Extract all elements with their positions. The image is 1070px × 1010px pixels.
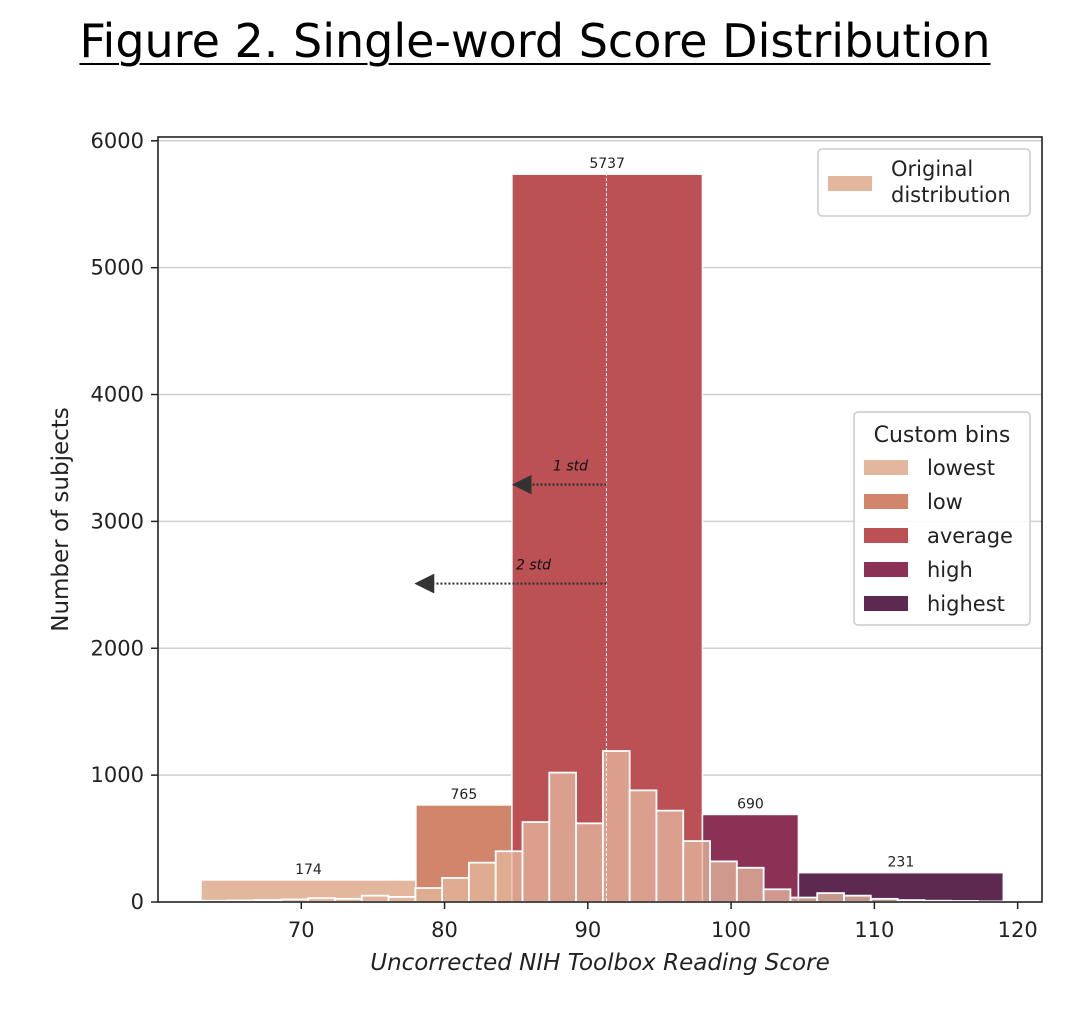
x-tick-label: 90 [574,918,601,942]
original-bar [575,822,604,903]
y-tick-label: 3000 [91,509,144,533]
legend-label-original-2: distribution [891,183,1011,207]
legend-title: Custom bins [874,423,1011,448]
legend-custom-bins: Custom bins lowest low average high highest [853,411,1031,626]
plot-frame [157,136,1043,903]
y-tick-label: 6000 [91,129,144,153]
y-tick-label: 5000 [91,256,144,280]
bar-label-high: 690 [737,796,764,812]
bar-label-low: 765 [451,787,478,803]
legend-swatch-original [828,176,872,191]
x-tick-label: 100 [711,918,751,942]
original-bar [360,894,390,903]
y-tick-label: 4000 [91,383,144,407]
legend-frame [817,148,1031,217]
original-bar [682,840,711,903]
legend-label-lowest: lowest [927,456,995,480]
original-bar [468,861,497,903]
original-bar [548,771,577,903]
legend-swatch-low [864,494,908,509]
x-tick-label: 110 [854,918,894,942]
bar-label-lowest: 174 [295,862,322,878]
original-bar [709,860,738,903]
x-axis-label: Uncorrected NIH Toolbox Reading Score [370,950,829,976]
overlays: 174 765 5737 690 231 1 std 2 std [295,156,914,902]
y-axis-label: Number of subjects [48,407,74,632]
original-bar [441,876,470,903]
original-bar [762,888,792,903]
original-bar [843,894,872,903]
std-label: 1 std [553,459,588,475]
original-bar [735,866,765,903]
x-tick-label: 70 [288,918,315,942]
figure-title: Figure 2. Single-word Score Distribution [79,14,991,68]
y-tick-label: 0 [131,890,144,914]
original-bar [494,850,524,903]
original-bar [521,821,551,903]
original-bar [628,789,658,903]
legend-swatch-highest [864,596,908,611]
y-tick-label: 1000 [91,763,144,787]
bar-label-highest: 231 [888,855,915,871]
legend-label-low: low [927,490,963,514]
original-bar [601,750,631,903]
axes: 70 80 90 100 110 120 0 1000 2000 3000 4000 5000 6000 [91,129,1038,942]
legend-label-high: high [927,558,973,582]
legend-swatch-lowest [864,460,908,475]
y-tick-label: 2000 [91,636,144,660]
x-tick-label: 80 [431,918,458,942]
original-distribution [200,750,1006,903]
legend-swatch-average [864,528,908,543]
x-tick-label: 120 [998,918,1038,942]
original-bar [816,892,845,903]
bar-label-average: 5737 [589,156,625,172]
legend-swatch-high [864,562,908,577]
original-bar [655,809,685,903]
original-bar [414,887,444,903]
legend-label-highest: highest [927,592,1005,616]
std-label: 2 std [516,558,551,574]
legend-label-original: Original [891,157,973,181]
legend-label-average: average [927,524,1013,548]
